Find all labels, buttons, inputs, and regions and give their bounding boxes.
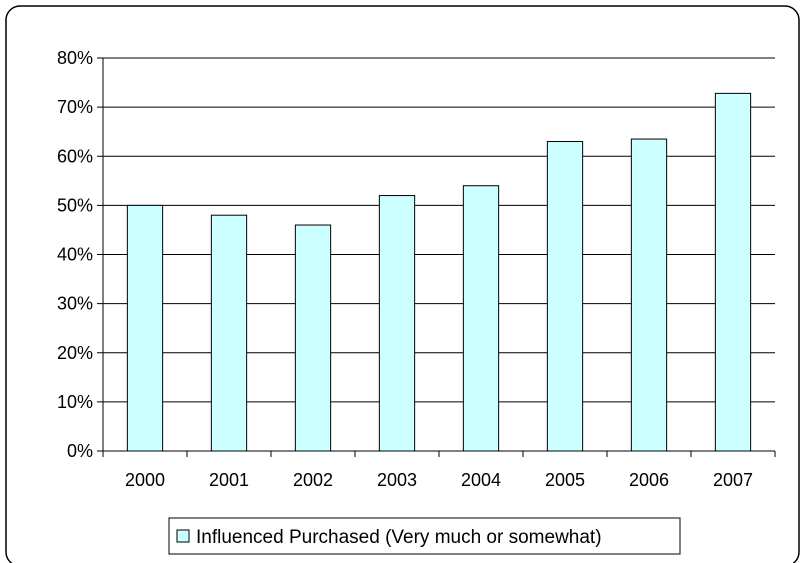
legend-swatch: [176, 529, 190, 543]
y-tick-label: 30%: [57, 294, 93, 314]
x-tick-label: 2003: [377, 470, 417, 490]
bar-2000: [126, 204, 164, 452]
bar-2006: [630, 138, 668, 452]
x-tick-label: 2004: [461, 470, 501, 490]
y-tick-label: 10%: [57, 392, 93, 412]
bar-2007: [714, 92, 752, 452]
x-tick-label: 2001: [209, 470, 249, 490]
legend-label: Influenced Purchased (Very much or somew…: [196, 527, 602, 548]
y-tick-label: 60%: [57, 146, 93, 166]
y-tick-label: 50%: [57, 195, 93, 215]
y-tick-labels: 0% 10% 20% 30% 40% 50% 60% 70% 80%: [57, 48, 103, 461]
bar-2002: [294, 224, 332, 452]
x-tick-label: 2006: [629, 470, 669, 490]
x-tick-label: 2007: [713, 470, 753, 490]
x-tick-label: 2000: [125, 470, 165, 490]
y-tick-label: 20%: [57, 343, 93, 363]
bar-2004: [462, 185, 500, 452]
y-tick-label: 70%: [57, 97, 93, 117]
y-tick-label: 80%: [57, 48, 93, 68]
bar-2005: [546, 141, 584, 452]
bar-2001: [210, 214, 248, 452]
x-tick-label: 2002: [293, 470, 333, 490]
legend-box: [168, 517, 681, 555]
x-tick-label: 2005: [545, 470, 585, 490]
x-tick-labels: 2000 2001 2002 2003 2004 2005 2006 2007: [102, 451, 776, 490]
y-tick-label: 0%: [67, 441, 93, 461]
legend: Influenced Purchased (Very much or somew…: [168, 517, 681, 555]
bar-2003: [378, 195, 416, 452]
y-tick-label: 40%: [57, 245, 93, 265]
bars: [126, 92, 752, 452]
